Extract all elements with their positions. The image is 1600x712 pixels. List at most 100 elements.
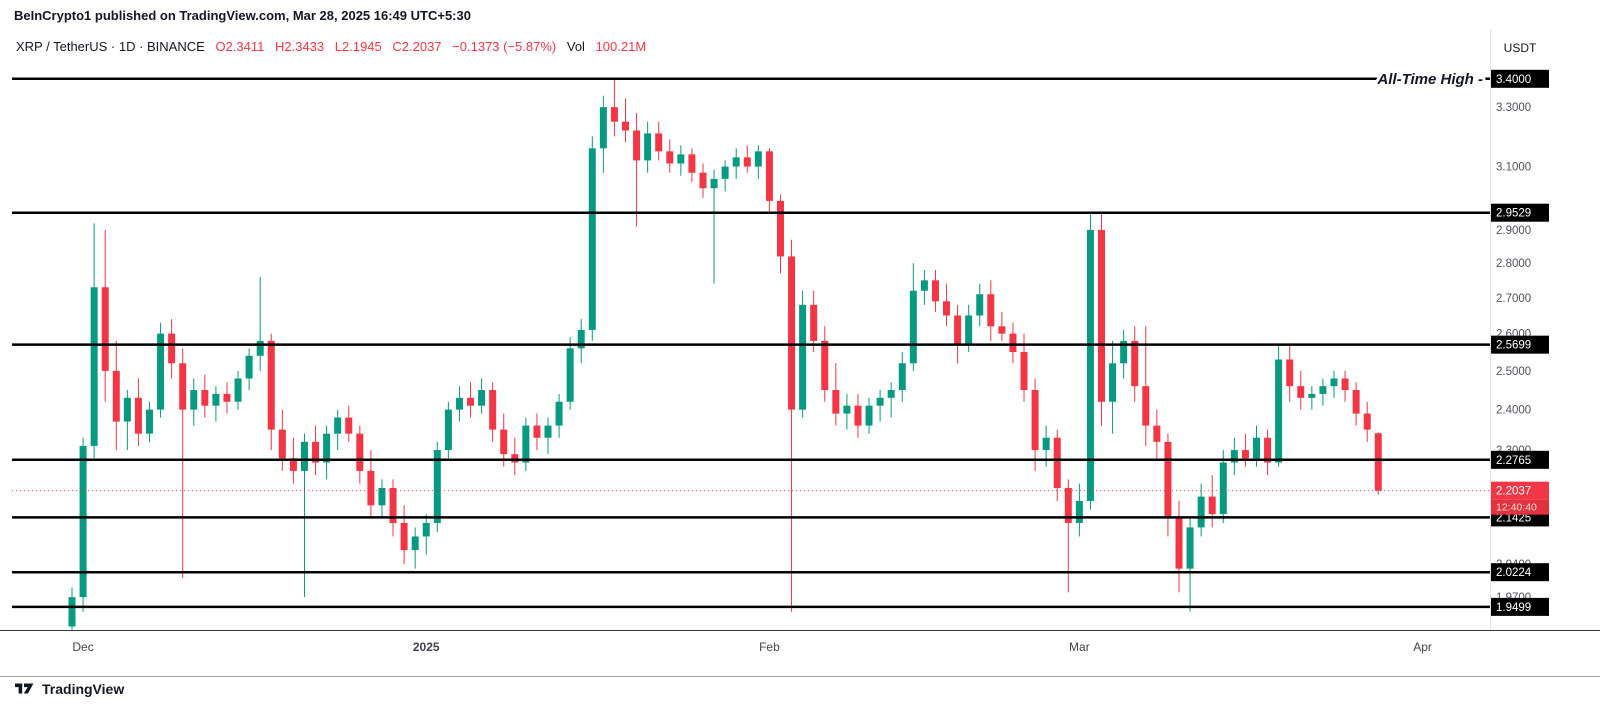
candle [943, 283, 951, 327]
x-axis-label: Dec [72, 640, 93, 654]
candle [212, 386, 220, 422]
x-axis-label: Feb [759, 640, 780, 654]
candle [577, 319, 585, 364]
x-axis-label: Mar [1069, 640, 1090, 654]
attribution-bar: BeInCrypto1 published on TradingView.com… [14, 8, 471, 23]
candle [1241, 433, 1249, 467]
candle [1142, 326, 1150, 446]
candle [854, 393, 862, 438]
y-axis-tick: 2.4000 [1496, 405, 1531, 417]
candle [267, 333, 275, 451]
candle [710, 169, 718, 284]
candle [732, 148, 740, 179]
candle [688, 148, 696, 182]
candle [1086, 213, 1094, 510]
candle [334, 409, 342, 451]
candle [367, 450, 375, 519]
candle [112, 340, 120, 451]
svg-text:2.2765: 2.2765 [1496, 455, 1531, 467]
candle [544, 417, 552, 455]
svg-text:2.2037: 2.2037 [1496, 486, 1531, 498]
ath-annotation: All-Time High - [1376, 71, 1483, 88]
svg-text:3.4000: 3.4000 [1496, 74, 1531, 86]
y-axis-tick: 2.8000 [1496, 258, 1531, 270]
candle [378, 479, 386, 519]
candle [323, 425, 331, 480]
candle [522, 417, 530, 471]
symbol-title[interactable]: XRP / TetherUS · 1D · BINANCE [16, 39, 205, 54]
tradingview-wordmark[interactable]: TradingView [42, 680, 125, 697]
candle [1175, 500, 1183, 593]
candle [788, 239, 796, 612]
candle [1186, 518, 1194, 612]
candle [134, 378, 142, 446]
candle [799, 290, 807, 418]
candle [278, 409, 286, 471]
price-level-label: 2.0224 [1491, 563, 1549, 582]
price-level-label: 1.9499 [1491, 597, 1549, 616]
candle [168, 319, 176, 379]
y-axis-tick: 2.9000 [1496, 225, 1531, 237]
candle [887, 382, 895, 418]
candle [1286, 344, 1294, 402]
candle [754, 145, 762, 179]
candle [865, 397, 873, 434]
ohlc-close: C2.2037 [392, 39, 442, 54]
candle [1131, 326, 1139, 402]
candle [765, 148, 773, 214]
candle [832, 363, 840, 426]
candle [68, 587, 76, 630]
attribution-text: published on TradingView.com, Mar 28, 20… [91, 8, 471, 23]
candle [998, 311, 1006, 341]
candle [478, 378, 486, 414]
price-level-label: 2.2765 [1491, 450, 1549, 469]
candle [245, 348, 253, 391]
candle [1064, 479, 1072, 593]
candle [101, 229, 109, 402]
candle [599, 95, 607, 173]
candle [843, 393, 851, 430]
candle [455, 386, 463, 422]
candle [876, 390, 884, 422]
candle [1363, 401, 1371, 442]
price-scale[interactable] [1490, 30, 1599, 630]
candle [157, 322, 165, 418]
candle [588, 136, 596, 341]
svg-text:2.9529: 2.9529 [1496, 208, 1531, 220]
candles-layer [68, 78, 1382, 630]
svg-text:2.1425: 2.1425 [1496, 512, 1531, 524]
candle [179, 348, 187, 579]
tradingview-logo-mark[interactable] [14, 680, 35, 697]
candle [190, 378, 198, 426]
candle [776, 194, 784, 274]
y-axis-tick: 2.7000 [1496, 293, 1531, 305]
candle [201, 374, 209, 418]
candle [1153, 409, 1161, 459]
candle [1098, 213, 1106, 426]
price-level-label: 2.9529 [1491, 203, 1549, 222]
candle [511, 437, 519, 476]
candle [1031, 378, 1039, 471]
svg-text:1.9499: 1.9499 [1496, 602, 1531, 614]
price-scale-unit-button[interactable]: USDT [1503, 41, 1537, 55]
candle [1319, 378, 1327, 406]
candle [411, 527, 419, 569]
current-price-label: 2.2037 12:40:40 [1491, 481, 1549, 515]
candle [898, 352, 906, 402]
candle [123, 390, 131, 451]
candle [821, 326, 829, 402]
candle [976, 283, 984, 327]
candle [489, 382, 497, 442]
candle [666, 139, 674, 173]
candle [1164, 433, 1172, 537]
time-axis[interactable] [0, 631, 1490, 676]
candle [79, 437, 87, 612]
ohlc-high: H2.3433 [274, 39, 325, 54]
volume-label: Vol [566, 39, 585, 54]
candle [1109, 340, 1117, 434]
candle [389, 479, 397, 537]
candle [655, 121, 663, 161]
y-axis-tick: 3.1000 [1496, 162, 1531, 174]
